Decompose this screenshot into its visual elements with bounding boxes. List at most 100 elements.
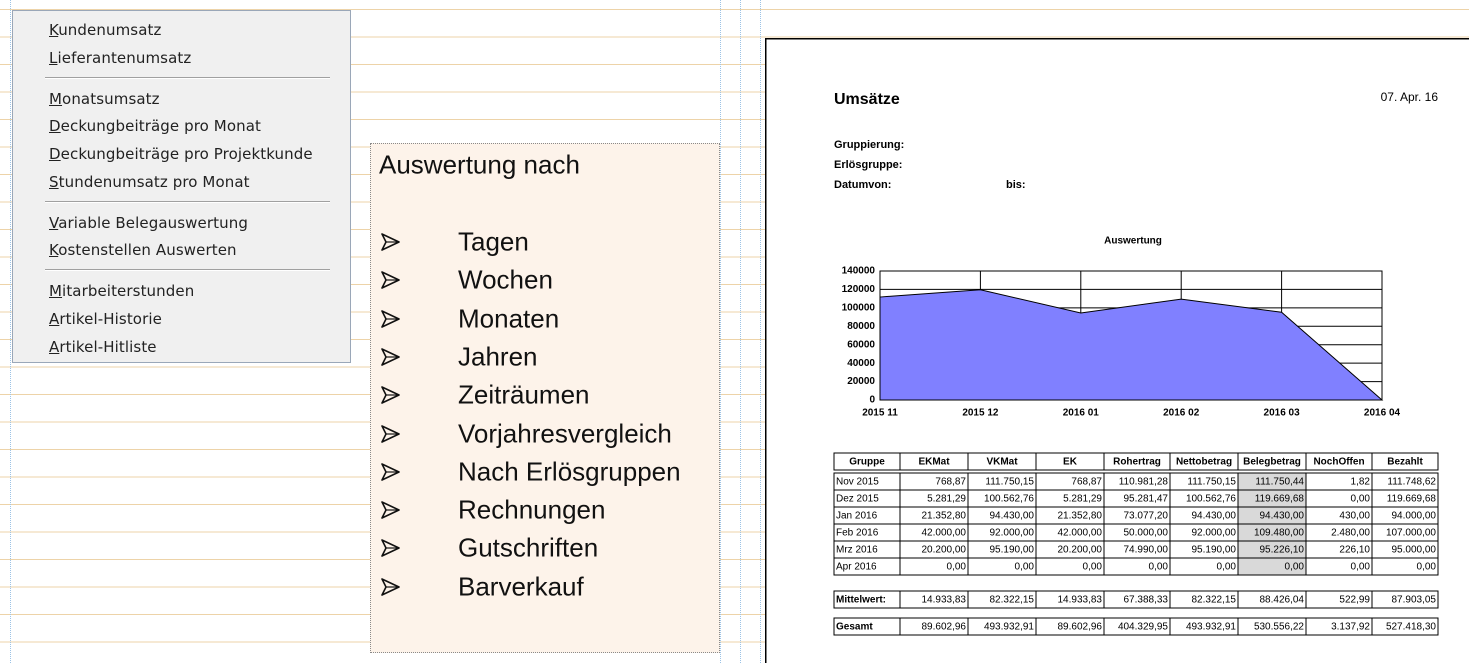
- table-cell-text: 0,00: [1015, 562, 1035, 573]
- table-cell-text: Mittelwert:: [836, 595, 886, 606]
- table-cell-text: 95.000,00: [1392, 545, 1437, 556]
- plot-frame: [879, 270, 1383, 401]
- text-box: Auswertung nach Tagen Wochen Monaten Jahren…: [370, 143, 720, 653]
- table-cell-text: 0,00: [1217, 562, 1237, 573]
- table-cell-text: 109.480,00: [1254, 528, 1304, 539]
- table-cell-text: 2.480,00: [1331, 528, 1370, 539]
- list-item: Monaten: [458, 303, 560, 334]
- table-cell-text: 94.430,00: [1192, 511, 1237, 522]
- table-cell-text: 5.281,29: [1063, 494, 1102, 505]
- x-tick-label: 2015 12: [962, 408, 999, 419]
- y-tick-label: 20000: [847, 376, 875, 387]
- table-cell-text: 14.933,83: [922, 595, 967, 606]
- menu-item[interactable]: Variable Belegauswertung: [49, 213, 248, 232]
- table-cell: [1371, 617, 1439, 636]
- x-tick-label: 2016 01: [1063, 408, 1100, 419]
- list-item: Tagen: [458, 226, 529, 257]
- menu-item[interactable]: Artikel-Hitliste: [49, 337, 157, 356]
- table-cell-text: 95.281,47: [1124, 494, 1169, 505]
- table-cell-text: 522,99: [1339, 595, 1370, 606]
- grid-line: [720, 0, 721, 663]
- list-item: Nach Erlösgruppen: [458, 456, 681, 487]
- table-cell-text: 21.352,80: [1058, 511, 1103, 522]
- table-cell-text: Nov 2015: [836, 477, 879, 488]
- x-tick-label: 2016 03: [1264, 408, 1301, 419]
- table-cell-text: 88.426,04: [1260, 595, 1305, 606]
- field-label: Gruppierung:: [834, 139, 904, 151]
- table-header: VKMat: [986, 457, 1018, 468]
- table-cell-text: 95.226,10: [1260, 545, 1305, 556]
- y-tick-label: 40000: [847, 358, 875, 369]
- menu-item[interactable]: Kundenumsatz: [49, 21, 162, 39]
- table-cell-text: 111.750,15: [1187, 477, 1236, 488]
- table-cell-text: 0,00: [1351, 562, 1371, 573]
- x-tick-label: 2015 11: [862, 408, 898, 419]
- table-cell-text: 226,10: [1339, 545, 1370, 556]
- menu-separator: [45, 269, 330, 272]
- table-cell-text: 111.750,44: [1255, 477, 1304, 488]
- table-cell-text: 5.281,29: [927, 494, 966, 505]
- grid-line: [760, 0, 761, 663]
- list-item: Zeiträumen: [458, 379, 590, 410]
- table-cell-text: 95.190,00: [1192, 545, 1237, 556]
- table-cell-text: Mrz 2016: [836, 545, 878, 556]
- bullet-arrow: [381, 539, 400, 558]
- table-cell-text: 74.990,00: [1124, 545, 1169, 556]
- table-cell-text: 110.981,28: [1119, 477, 1169, 488]
- table-cell: [1371, 590, 1439, 609]
- y-tick-label: 0: [869, 395, 875, 406]
- table-cell-text: 530.556,22: [1254, 622, 1304, 633]
- menu-item[interactable]: Deckungbeiträge pro Monat: [49, 117, 261, 136]
- table-cell-text: Dez 2015: [836, 494, 879, 505]
- menu-item[interactable]: Artikel-Historie: [49, 309, 162, 328]
- list-item: Jahren: [458, 341, 538, 372]
- table-cell-text: 82.322,15: [1192, 595, 1237, 606]
- table-cell-text: 20.200,00: [922, 545, 967, 556]
- table-cell-text: 430,00: [1339, 511, 1370, 522]
- table-cell-text: Jan 2016: [836, 511, 878, 522]
- list-item: Vorjahresvergleich: [458, 418, 672, 448]
- table-cell-text: 95.190,00: [990, 545, 1035, 556]
- bullet-arrow: [381, 271, 400, 290]
- list-item: Barverkauf: [458, 571, 584, 602]
- menu-item[interactable]: Lieferantenumsatz: [49, 48, 192, 67]
- table-cell: [1371, 557, 1439, 576]
- table-cell-text: 100.562,76: [1186, 494, 1236, 505]
- table-cell-text: 87.903,05: [1392, 595, 1437, 606]
- table-cell-text: 82.322,15: [990, 595, 1035, 606]
- table-header: EKMat: [918, 457, 950, 468]
- table-cell-text: 493.932,91: [1186, 622, 1236, 633]
- table-cell-text: 42.000,00: [1058, 528, 1103, 539]
- menu-item[interactable]: Deckungbeiträge pro Projektkunde: [49, 144, 313, 163]
- y-tick-label: 80000: [847, 321, 875, 332]
- table-cell-text: 493.932,91: [984, 622, 1034, 633]
- table-header: Belegbetrag: [1243, 457, 1301, 468]
- table-cell-text: 0,00: [1149, 562, 1169, 573]
- table-cell-text: 94.430,00: [990, 511, 1035, 522]
- table-cell-text: 67.388,33: [1124, 595, 1169, 606]
- bullet-arrow: [381, 233, 400, 251]
- menu-item[interactable]: Kostenstellen Auswerten: [49, 241, 237, 260]
- table-cell-text: 404.329,95: [1118, 622, 1168, 633]
- table-cell-text: 94.000,00: [1392, 511, 1437, 522]
- table-cell-text: 100.562,76: [984, 494, 1034, 505]
- y-tick-label: 120000: [842, 284, 876, 295]
- chart-title: Auswertung: [1104, 236, 1162, 247]
- y-tick-label: 140000: [842, 266, 876, 277]
- bullet-arrow: [381, 424, 400, 443]
- table-header: NochOffen: [1313, 457, 1364, 468]
- table-cell-text: 111.748,62: [1387, 477, 1436, 488]
- table-cell-text: 89.602,96: [922, 622, 967, 633]
- table-cell-text: Apr 2016: [836, 562, 877, 573]
- table-cell-text: 107.000,00: [1386, 528, 1436, 539]
- table-cell-text: 21.352,80: [922, 511, 967, 522]
- table-cell-text: 111.750,15: [985, 477, 1034, 488]
- table-cell-text: 73.077,20: [1124, 511, 1169, 522]
- menu-item[interactable]: Monatsumsatz: [49, 89, 160, 108]
- table-cell-text: 3.137,92: [1331, 622, 1370, 633]
- menu-item[interactable]: Stundenumsatz pro Monat: [49, 172, 250, 191]
- y-tick-label: 100000: [842, 302, 876, 313]
- table-cell-text: 94.430,00: [1260, 511, 1305, 522]
- menu-item[interactable]: Mitarbeiterstunden: [49, 282, 195, 301]
- bullet-arrow: [381, 501, 400, 519]
